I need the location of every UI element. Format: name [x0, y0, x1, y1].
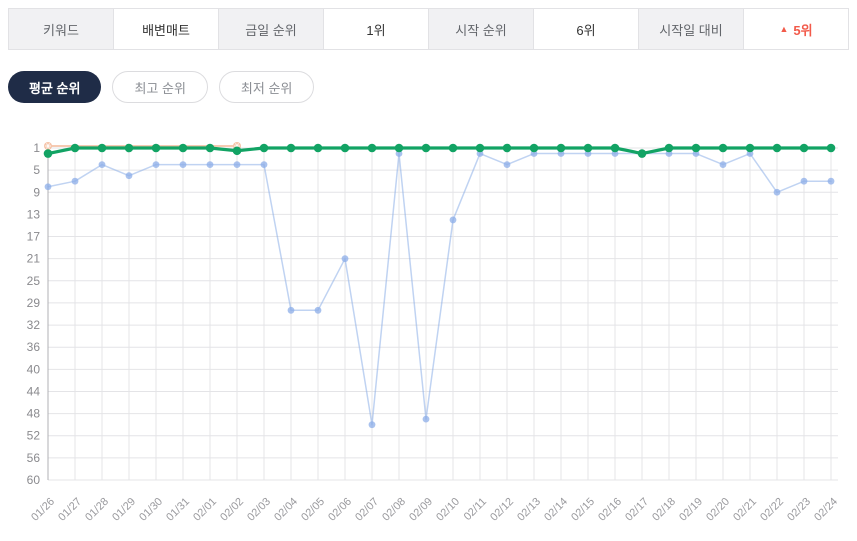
- svg-text:1: 1: [33, 141, 40, 155]
- svg-text:02/04: 02/04: [272, 496, 300, 524]
- rank-type-tabs: 평균 순위 최고 순위 최저 순위: [8, 71, 315, 103]
- svg-text:02/20: 02/20: [704, 496, 732, 524]
- svg-text:02/14: 02/14: [542, 496, 570, 524]
- rank-summary-bar: 키워드 배변매트 금일 순위 1위 시작 순위 6위 시작일 대비 ▲ 5위: [8, 8, 849, 50]
- svg-text:02/06: 02/06: [326, 496, 354, 524]
- delta-label: 시작일 대비: [638, 9, 743, 49]
- today-rank-label: 금일 순위: [218, 9, 323, 49]
- svg-text:44: 44: [27, 384, 41, 398]
- svg-text:5: 5: [33, 163, 40, 177]
- svg-text:29: 29: [27, 296, 41, 310]
- svg-text:01/27: 01/27: [56, 496, 84, 524]
- svg-text:02/07: 02/07: [353, 496, 381, 524]
- start-rank-label: 시작 순위: [428, 9, 533, 49]
- svg-text:02/18: 02/18: [650, 496, 678, 524]
- svg-text:9: 9: [33, 185, 40, 199]
- svg-text:02/03: 02/03: [245, 496, 273, 524]
- svg-text:02/12: 02/12: [488, 496, 516, 524]
- svg-text:56: 56: [27, 451, 41, 465]
- rank-line-chart: 1 5 9 13 17 21 25 29 32 36 40 44 48 52 56 60 01/26 01/27 0…: [0, 136, 857, 536]
- svg-text:02/23: 02/23: [785, 496, 813, 524]
- keyword-value: 배변매트: [113, 9, 218, 49]
- delta-value-cell: ▲ 5위: [743, 9, 848, 49]
- svg-text:01/29: 01/29: [110, 496, 138, 524]
- svg-text:02/10: 02/10: [434, 496, 462, 524]
- svg-text:02/22: 02/22: [758, 496, 786, 524]
- svg-text:36: 36: [27, 340, 41, 354]
- svg-text:02/21: 02/21: [731, 496, 759, 524]
- rank-up-arrow-icon: ▲: [779, 23, 789, 34]
- svg-text:13: 13: [27, 207, 41, 221]
- svg-text:02/02: 02/02: [218, 496, 246, 524]
- tab-worst-rank[interactable]: 최저 순위: [218, 71, 315, 103]
- svg-text:40: 40: [27, 362, 41, 376]
- svg-text:60: 60: [27, 473, 41, 487]
- svg-text:02/19: 02/19: [677, 496, 705, 524]
- svg-text:02/13: 02/13: [515, 496, 543, 524]
- svg-text:01/31: 01/31: [164, 496, 192, 524]
- svg-text:02/08: 02/08: [380, 496, 408, 524]
- svg-text:52: 52: [27, 429, 41, 443]
- svg-text:01/28: 01/28: [83, 496, 111, 524]
- svg-text:02/16: 02/16: [596, 496, 624, 524]
- start-rank-value: 6위: [533, 9, 638, 49]
- svg-text:48: 48: [27, 407, 41, 421]
- svg-text:02/11: 02/11: [462, 496, 489, 523]
- svg-text:25: 25: [27, 274, 41, 288]
- svg-text:01/26: 01/26: [29, 496, 57, 524]
- tab-average-rank[interactable]: 평균 순위: [8, 71, 102, 103]
- today-rank-value: 1위: [323, 9, 428, 49]
- svg-text:02/15: 02/15: [569, 496, 597, 524]
- keyword-label: 키워드: [9, 9, 113, 49]
- svg-text:21: 21: [27, 252, 41, 266]
- svg-text:02/01: 02/01: [191, 496, 219, 524]
- delta-value: 5위: [793, 22, 813, 38]
- svg-text:02/17: 02/17: [623, 496, 651, 524]
- svg-text:17: 17: [27, 230, 41, 244]
- svg-text:01/30: 01/30: [137, 496, 165, 524]
- svg-text:02/24: 02/24: [812, 496, 840, 524]
- tab-best-rank[interactable]: 최고 순위: [112, 71, 208, 103]
- svg-text:02/05: 02/05: [299, 496, 327, 524]
- svg-text:32: 32: [27, 318, 41, 332]
- svg-text:02/09: 02/09: [407, 496, 435, 524]
